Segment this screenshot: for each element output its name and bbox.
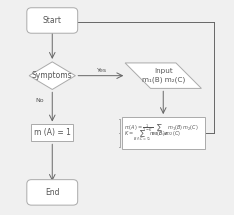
Text: End: End xyxy=(45,188,59,197)
FancyBboxPatch shape xyxy=(27,180,78,205)
Text: Start: Start xyxy=(43,16,62,25)
Text: Input
m₁(B) m₂(C): Input m₁(B) m₂(C) xyxy=(142,68,185,83)
Text: Yes: Yes xyxy=(97,68,107,73)
FancyBboxPatch shape xyxy=(31,124,73,141)
Text: $m(A) = \frac{1}{1-K}\sum_{B\cap C=A} m_1(B)\, m_2(C)$: $m(A) = \frac{1}{1-K}\sum_{B\cap C=A} m_… xyxy=(124,122,199,137)
Text: No: No xyxy=(35,98,44,103)
FancyBboxPatch shape xyxy=(27,8,78,33)
Text: m (A) = 1: m (A) = 1 xyxy=(34,129,71,137)
FancyBboxPatch shape xyxy=(122,117,205,149)
Text: $K = \sum_{B\cap C=\emptyset} m_1(B)\, m_2(C)$: $K = \sum_{B\cap C=\emptyset} m_1(B)\, m… xyxy=(124,129,182,143)
Polygon shape xyxy=(29,62,75,89)
Text: Symptoms: Symptoms xyxy=(32,71,73,80)
Polygon shape xyxy=(125,63,201,88)
